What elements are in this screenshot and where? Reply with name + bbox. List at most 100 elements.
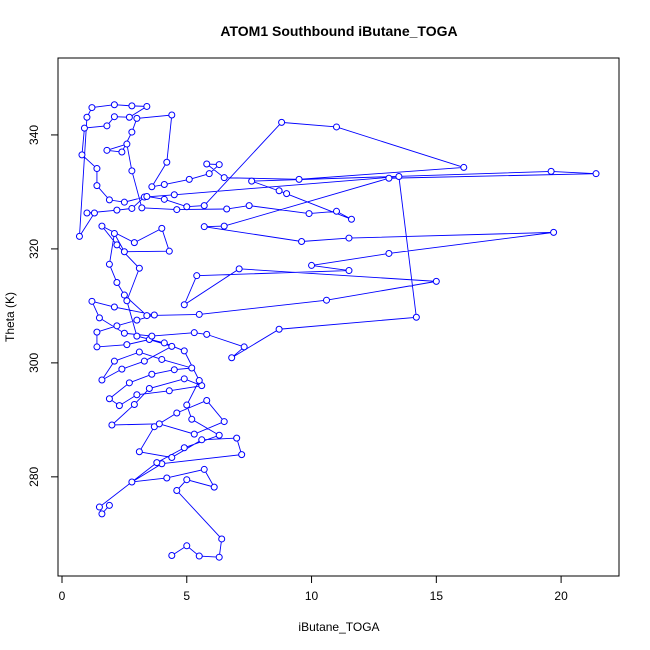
data-point: [345, 267, 353, 275]
data-point: [180, 301, 188, 309]
data-point: [158, 355, 166, 363]
data-point: [80, 124, 88, 132]
data-point: [235, 265, 243, 273]
data-point: [113, 241, 121, 249]
data-point: [105, 260, 113, 268]
data-point: [148, 332, 156, 340]
data-point: [180, 347, 188, 355]
data-point: [153, 459, 161, 467]
data-point: [160, 195, 168, 203]
data-point: [333, 207, 341, 215]
data-point: [118, 148, 126, 156]
data-point: [183, 401, 191, 409]
data-point: [220, 418, 228, 426]
data-point: [395, 173, 403, 181]
plot-frame: [57, 57, 620, 577]
data-point: [432, 277, 440, 285]
data-point: [188, 364, 196, 372]
data-point: [108, 421, 116, 429]
data-point: [120, 329, 128, 337]
data-point: [120, 291, 128, 299]
data-point: [168, 111, 176, 119]
data-point: [143, 102, 151, 110]
data-point: [135, 448, 143, 456]
data-point: [138, 204, 146, 212]
data-point: [173, 487, 181, 495]
data-point: [88, 104, 96, 112]
data-point: [233, 434, 241, 442]
data-point: [165, 247, 173, 255]
data-point: [205, 170, 213, 178]
data-point: [218, 535, 226, 543]
data-point: [163, 474, 171, 482]
data-point: [105, 196, 113, 204]
data-point: [133, 316, 141, 324]
data-point: [170, 191, 178, 199]
data-point: [210, 483, 218, 491]
data-point: [128, 128, 136, 136]
data-point: [103, 122, 111, 130]
data-point: [195, 377, 203, 385]
data-point: [78, 151, 86, 159]
data-point: [105, 501, 113, 509]
data-point: [148, 370, 156, 378]
x-tick-label: 5: [183, 589, 190, 603]
y-tick-label: 280: [27, 467, 41, 487]
data-point: [123, 297, 131, 305]
data-point: [295, 175, 303, 183]
data-point: [133, 332, 141, 340]
data-point: [160, 181, 168, 189]
data-point: [203, 330, 211, 338]
data-point: [128, 478, 136, 486]
data-point: [145, 385, 153, 393]
y-tick-label: 340: [27, 125, 41, 145]
data-point: [125, 113, 133, 121]
data-point: [148, 183, 156, 191]
data-point: [133, 114, 141, 122]
data-point: [278, 118, 286, 126]
data-point: [143, 312, 151, 320]
data-point: [135, 348, 143, 356]
data-point: [105, 395, 113, 403]
data-point: [412, 313, 420, 321]
data-point: [160, 339, 168, 347]
data-point: [345, 234, 353, 242]
data-point: [188, 415, 196, 423]
data-point: [115, 402, 123, 410]
data-point: [220, 222, 228, 230]
data-point: [123, 140, 131, 148]
data-point: [125, 379, 133, 387]
data-point: [183, 542, 191, 550]
data-point: [180, 375, 188, 383]
data-point: [83, 113, 91, 121]
data-point: [180, 444, 188, 452]
data-point: [195, 310, 203, 318]
data-point: [163, 158, 171, 166]
data-point: [190, 329, 198, 337]
data-point: [305, 210, 313, 218]
data-point: [550, 228, 558, 236]
data-point: [93, 165, 101, 173]
data-point: [93, 182, 101, 190]
data-point: [128, 102, 136, 110]
data-point: [203, 396, 211, 404]
data-point: [323, 296, 331, 304]
data-point: [158, 224, 166, 232]
data-point: [547, 167, 555, 175]
data-point: [275, 187, 283, 195]
data-point: [215, 161, 223, 169]
data-point: [143, 192, 151, 200]
data-point: [155, 420, 163, 428]
x-axis-label: iButane_TOGA: [298, 620, 379, 634]
data-point: [298, 237, 306, 245]
data-point: [215, 553, 223, 561]
data-point: [190, 430, 198, 438]
data-point: [200, 223, 208, 231]
data-point: [110, 357, 118, 365]
data-point: [128, 167, 136, 175]
data-point: [165, 387, 173, 395]
data-point: [460, 163, 468, 171]
data-point: [173, 409, 181, 417]
data-point: [113, 279, 121, 287]
data-point: [168, 551, 176, 559]
